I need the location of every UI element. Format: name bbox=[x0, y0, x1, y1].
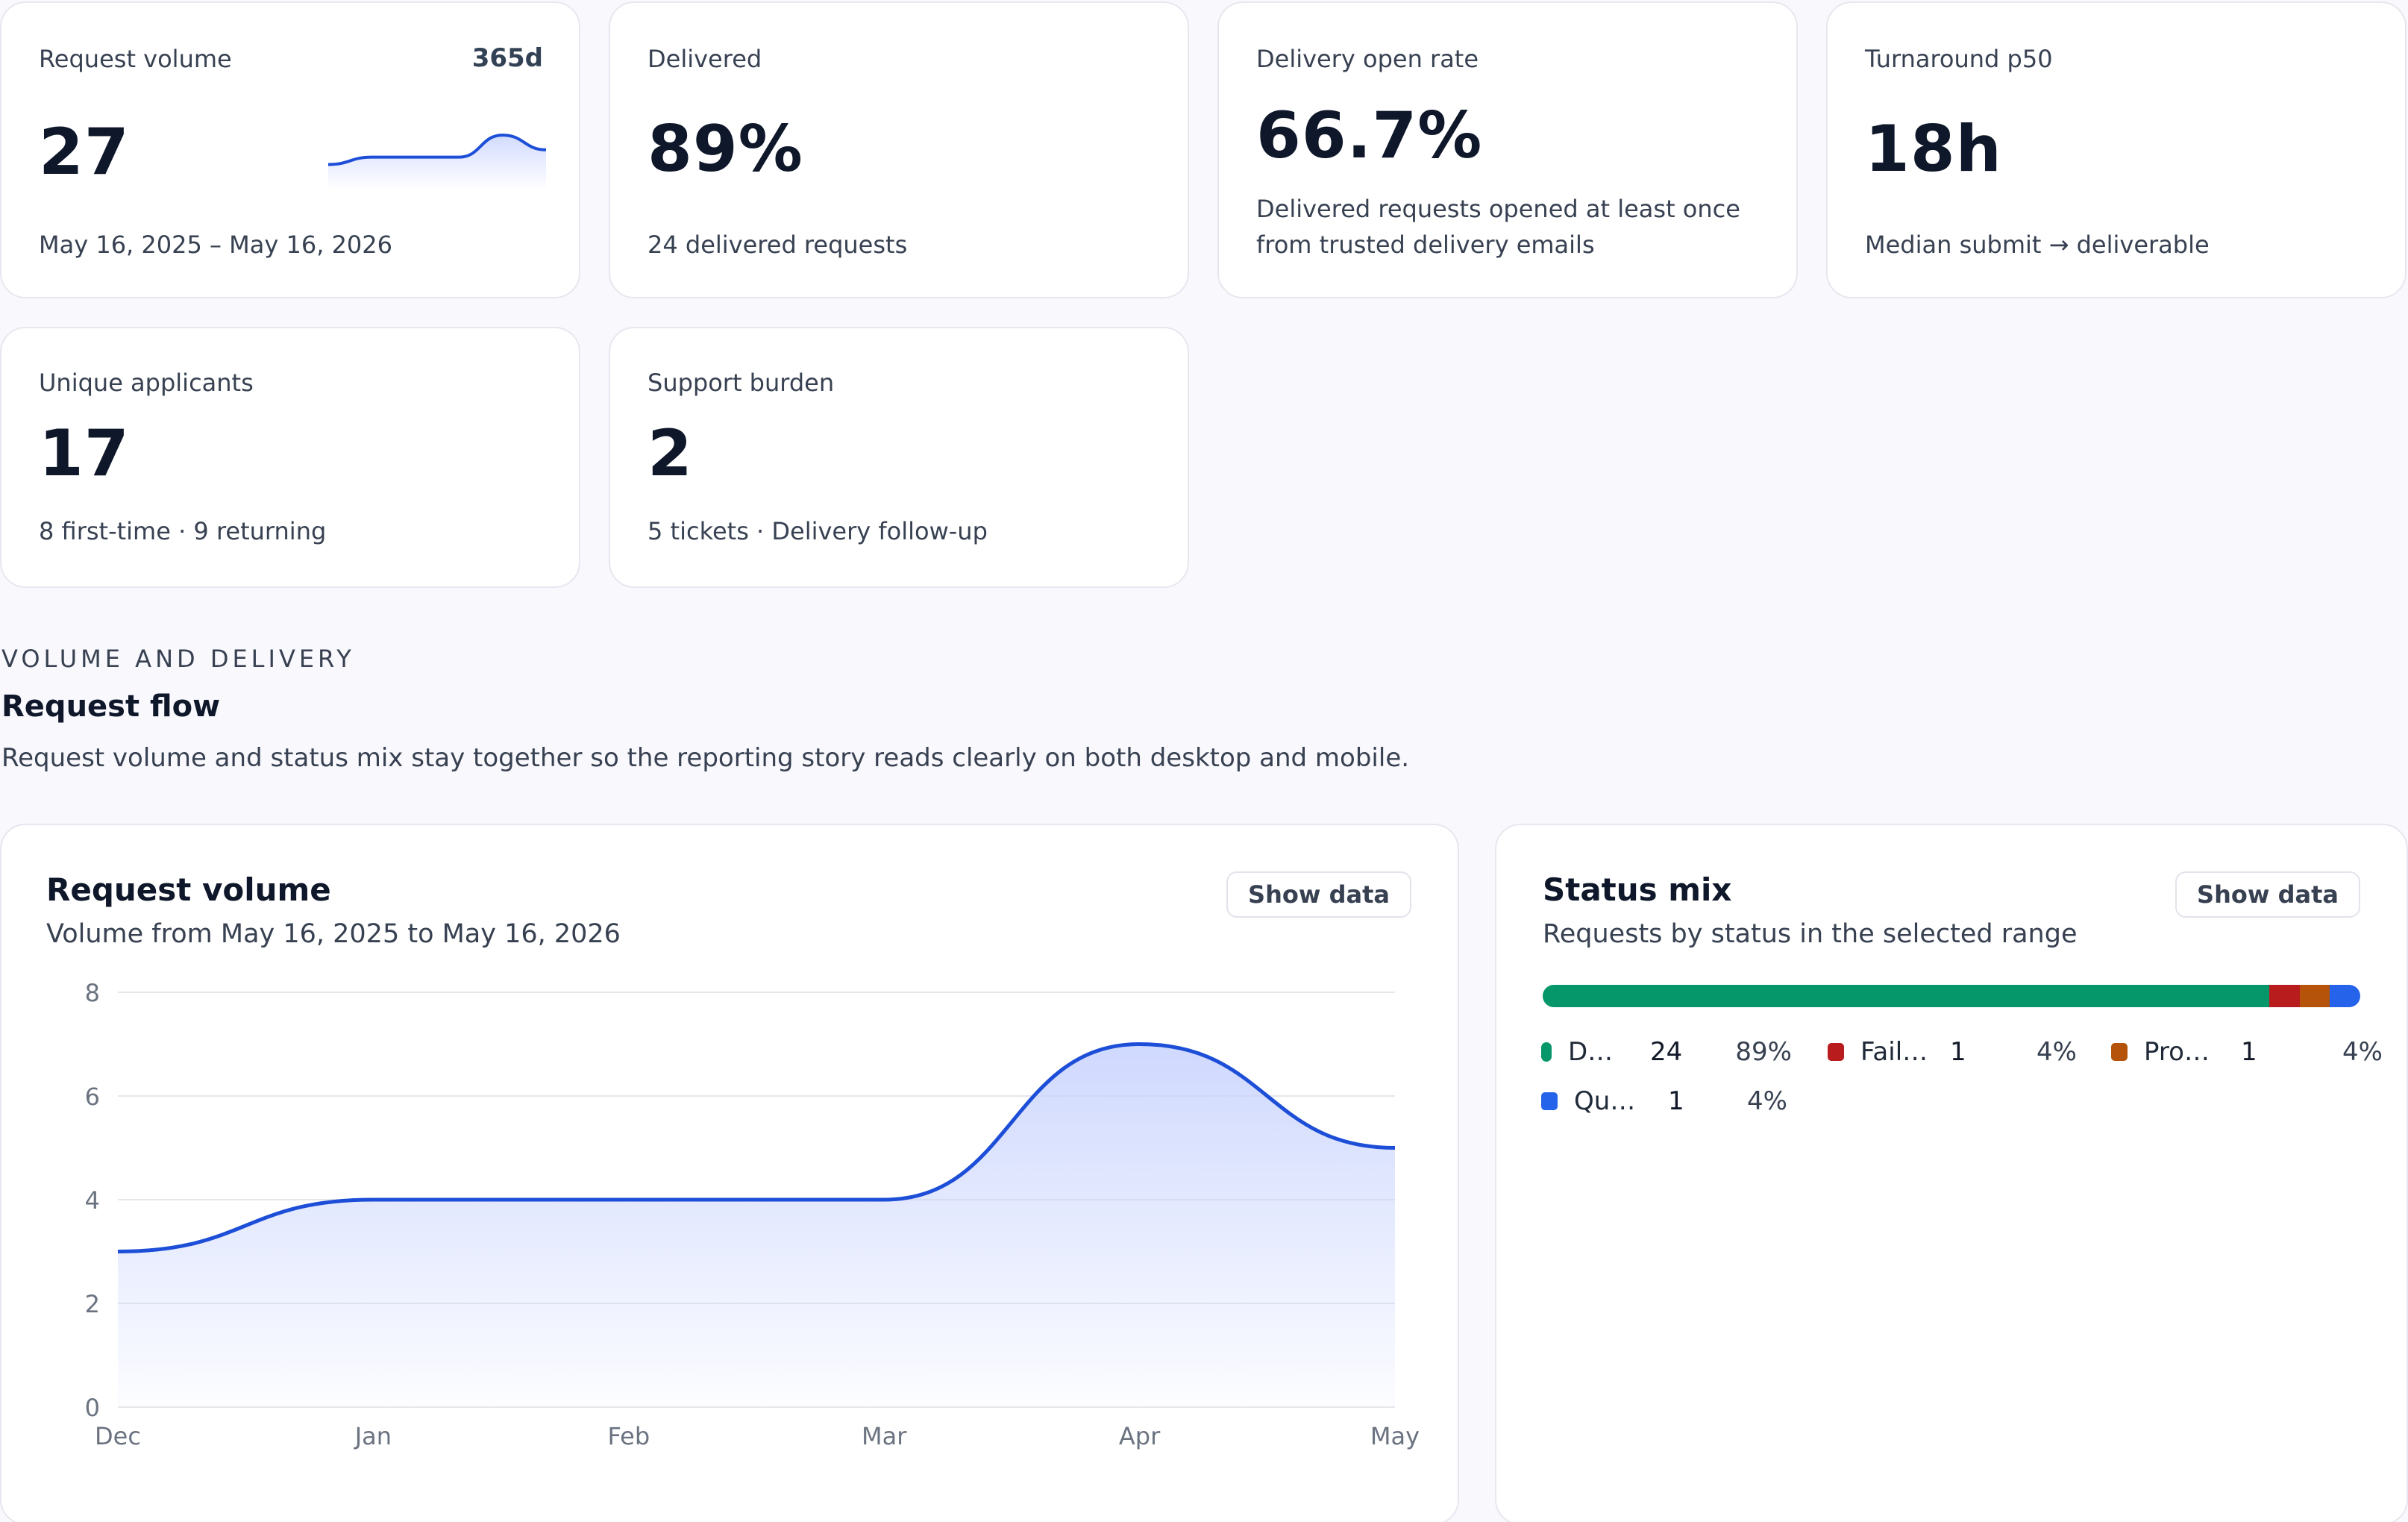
kpi-subtext-line1: Delivered requests opened at least once bbox=[1256, 195, 1740, 223]
legend-label: Fail… bbox=[1860, 1037, 1928, 1067]
panel-subtitle: Requests by status in the selected range bbox=[1543, 919, 2078, 949]
legend-label: Qu… bbox=[1574, 1086, 1636, 1116]
kpi-card-open-rate: Delivery open rate 66.7% Delivered reque… bbox=[1217, 1, 1798, 298]
legend-percent: 4% bbox=[1747, 1086, 1787, 1116]
status-bar-segment bbox=[2269, 985, 2300, 1007]
kpi-card-support-burden: Support burden 2 5 tickets · Delivery fo… bbox=[609, 327, 1189, 588]
kpi-label: Unique applicants bbox=[39, 369, 254, 397]
x-tick-label: Feb bbox=[607, 1422, 650, 1450]
status-bar-segment bbox=[1543, 985, 2270, 1007]
kpi-date-range: May 16, 2025 – May 16, 2026 bbox=[39, 231, 392, 259]
area-fill bbox=[118, 1044, 1395, 1407]
panel-title: Status mix bbox=[1543, 871, 1732, 908]
kpi-value: 27 bbox=[39, 115, 130, 190]
legend-count: 1 bbox=[2241, 1037, 2257, 1067]
kpi-value: 89% bbox=[648, 112, 803, 187]
sparkline-line bbox=[328, 134, 546, 166]
status-legend-item: D… 24 89% bbox=[1541, 1037, 1792, 1067]
sparkline bbox=[328, 134, 546, 190]
legend-count: 1 bbox=[1950, 1037, 1966, 1067]
status-bar-segment bbox=[2330, 985, 2360, 1007]
range-badge: 365d bbox=[471, 43, 543, 73]
kpi-value: 2 bbox=[648, 416, 693, 491]
legend-count: 1 bbox=[1668, 1086, 1684, 1116]
status-stacked-bar bbox=[1543, 985, 2360, 1007]
kpi-subtext: 5 tickets · Delivery follow-up bbox=[648, 517, 988, 545]
status-legend-item: Qu… 1 4% bbox=[1541, 1086, 1787, 1116]
sparkline-fill bbox=[328, 135, 546, 190]
x-tick-label: Apr bbox=[1119, 1422, 1161, 1450]
kpi-card-delivered: Delivered 89% 24 delivered requests bbox=[609, 1, 1189, 298]
section-eyebrow: VOLUME AND DELIVERY bbox=[1, 645, 355, 673]
kpi-value: 18h bbox=[1865, 112, 2002, 187]
kpi-subtext: 8 first-time · 9 returning bbox=[39, 517, 327, 545]
kpi-label: Delivered bbox=[648, 45, 762, 73]
legend-count: 24 bbox=[1650, 1037, 1683, 1067]
legend-label: D… bbox=[1568, 1037, 1614, 1067]
y-tick-label: 8 bbox=[85, 979, 100, 1007]
y-tick-label: 0 bbox=[85, 1394, 100, 1422]
kpi-card-turnaround: Turnaround p50 18h Median submit → deliv… bbox=[1826, 1, 2407, 298]
kpi-label: Turnaround p50 bbox=[1865, 45, 2053, 73]
legend-percent: 4% bbox=[2342, 1037, 2383, 1067]
kpi-value: 66.7% bbox=[1256, 98, 1483, 173]
status-bar-segment bbox=[2299, 985, 2330, 1007]
kpi-label: Request volume bbox=[39, 45, 232, 73]
status-legend-item: Fail… 1 4% bbox=[1828, 1037, 2077, 1067]
section-description: Request volume and status mix stay toget… bbox=[1, 743, 1410, 773]
legend-percent: 89% bbox=[1735, 1037, 1792, 1067]
kpi-value: 17 bbox=[39, 416, 130, 491]
y-tick-label: 6 bbox=[85, 1083, 100, 1111]
show-data-button[interactable]: Show data bbox=[2175, 871, 2360, 918]
panel-title: Request volume bbox=[46, 871, 331, 908]
legend-percent: 4% bbox=[2037, 1037, 2077, 1067]
request-volume-chart: 0 2 4 6 8 Dec Jan Feb Mar Apr May bbox=[85, 979, 1420, 1450]
x-tick-label: May bbox=[1370, 1422, 1420, 1450]
kpi-subtext-line2: from trusted delivery emails bbox=[1256, 231, 1595, 259]
status-legend-item: Pro… 1 4% bbox=[2111, 1037, 2383, 1067]
series-line bbox=[117, 1042, 1396, 1253]
kpi-subtext: Median submit → deliverable bbox=[1865, 231, 2210, 259]
x-tick-label: Jan bbox=[354, 1422, 392, 1450]
legend-swatch bbox=[2111, 1043, 2128, 1061]
show-data-button[interactable]: Show data bbox=[1226, 871, 1411, 918]
y-tick-label: 4 bbox=[85, 1186, 100, 1215]
kpi-subtext: 24 delivered requests bbox=[648, 231, 908, 259]
legend-swatch bbox=[1541, 1042, 1552, 1062]
y-tick-label: 2 bbox=[85, 1290, 100, 1318]
legend-label: Pro… bbox=[2144, 1037, 2210, 1067]
section-title: Request flow bbox=[1, 689, 221, 724]
kpi-card-request-volume: Request volume 365d 27 May 16, 2025 – Ma… bbox=[0, 1, 580, 298]
kpi-card-unique-applicants: Unique applicants 17 8 first-time · 9 re… bbox=[0, 327, 580, 588]
legend-swatch bbox=[1828, 1043, 1844, 1061]
kpi-label: Delivery open rate bbox=[1256, 45, 1479, 73]
x-tick-label: Dec bbox=[95, 1422, 141, 1450]
legend-swatch bbox=[1541, 1092, 1558, 1110]
panel-subtitle: Volume from May 16, 2025 to May 16, 2026 bbox=[46, 919, 621, 949]
status-mix-panel bbox=[1495, 824, 2408, 1522]
kpi-label: Support burden bbox=[648, 369, 835, 397]
x-tick-label: Mar bbox=[862, 1422, 907, 1450]
